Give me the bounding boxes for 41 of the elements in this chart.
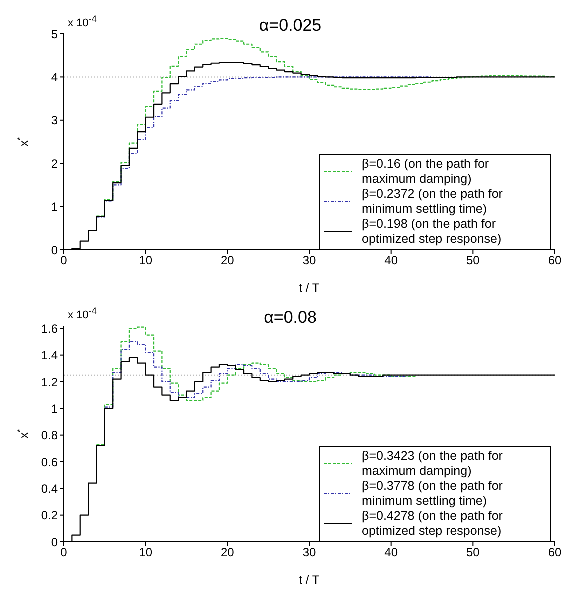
- text: x 10$^{-4}$: [68, 14, 97, 30]
- legend-label: β=0.198 (on the path for optimized step response): [362, 217, 503, 247]
- x-tick-label: 50: [466, 546, 480, 560]
- y-tick-label: 0.8: [41, 428, 58, 443]
- y-tick-label: 1.6: [41, 322, 58, 336]
- x-tick-label: 30: [302, 254, 316, 268]
- x-tick-label: 40: [384, 254, 398, 268]
- legend-label: β=0.3423 (on the path for maximum damping): [362, 449, 504, 479]
- legend-label: β=0.16 (on the path for maximum damping): [362, 157, 490, 187]
- x-tick-label: 0: [60, 546, 68, 560]
- y-tick-label: 1: [51, 200, 58, 214]
- x-tick-label: 60: [548, 254, 562, 268]
- y-tick-label: 1.4: [41, 348, 58, 363]
- x-tick-label: 60: [548, 546, 562, 560]
- y-tick-label: 0.6: [41, 455, 58, 470]
- text: x 10$^{-4}$: [68, 306, 97, 322]
- y-tick-label: 2: [51, 156, 58, 171]
- y-tick-label: 1.2: [41, 375, 58, 390]
- y-tick-label: 4: [51, 70, 58, 84]
- x-tick-label: 40: [384, 546, 398, 560]
- y-tick-label: 5: [51, 27, 58, 42]
- legend-label: β=0.2372 (on the path for minimum settling time): [362, 187, 504, 217]
- chart-title: α=0.025: [259, 16, 322, 35]
- x-tick-label: 20: [220, 546, 235, 560]
- y-tick-label: 0.2: [41, 508, 58, 523]
- legend-label: β=0.3778 (on the path for minimum settling time): [362, 479, 504, 509]
- y-tick-label: 0: [51, 535, 58, 550]
- x-tick-label: 20: [220, 254, 235, 268]
- y-tick-label: 0: [51, 243, 58, 258]
- x-axis-title: t / T: [299, 281, 320, 295]
- x-tick-label: 30: [302, 546, 316, 560]
- y-tick-label: 1: [51, 402, 58, 416]
- y-tick-label: 3: [51, 114, 58, 128]
- x-axis-title: t / T: [299, 573, 320, 587]
- y-tick-label: 0.4: [41, 482, 58, 496]
- legend-label: β=0.4278 (on the path for optimized step response): [362, 509, 504, 539]
- x-tick-label: 50: [466, 254, 480, 268]
- x-tick-label: 10: [139, 254, 153, 268]
- chart-title: α=0.08: [264, 308, 317, 327]
- x-tick-label: 0: [60, 254, 68, 268]
- x-tick-label: 10: [139, 546, 153, 560]
